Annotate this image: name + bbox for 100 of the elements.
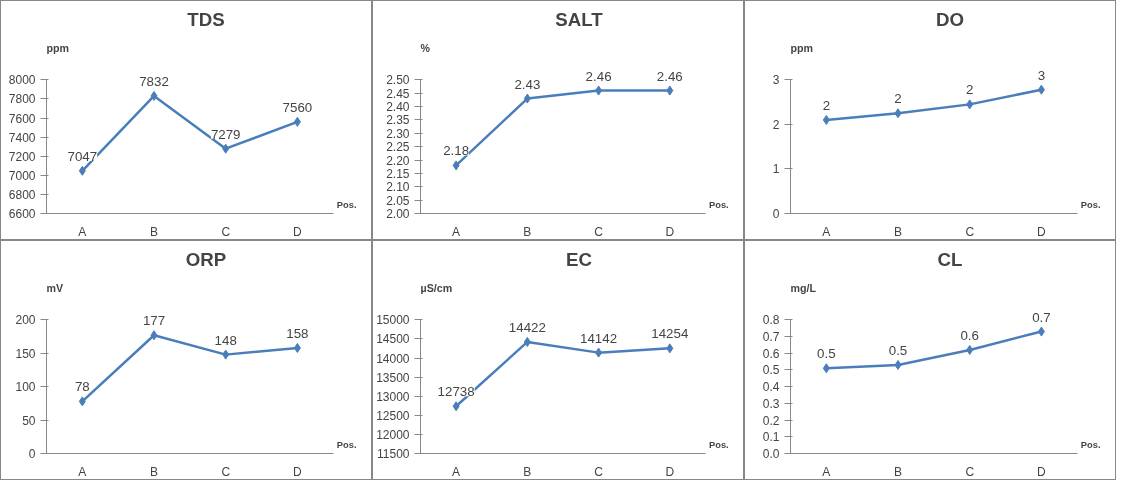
y-tick-label: 2.40 [386, 100, 410, 115]
data-label: 2.43 [514, 76, 541, 92]
y-axis-title: mg/L [790, 281, 817, 294]
y-tick-label: 0.0 [762, 447, 780, 461]
y-tick-label: 2.05 [386, 193, 410, 208]
y-tick-label: 100 [15, 380, 36, 395]
x-tick-label: D [1037, 224, 1047, 239]
y-tick-label: 13000 [376, 389, 410, 404]
data-label: 14422 [508, 319, 546, 335]
data-label: 0.7 [1032, 309, 1051, 325]
x-tick-label: B [894, 464, 903, 479]
data-label: 2 [894, 91, 902, 107]
chart-title: DO [936, 8, 964, 30]
data-label: 2.46 [656, 68, 683, 84]
chart-title: CL [937, 248, 963, 270]
x-tick-label: D [665, 224, 675, 239]
x-tick-label: A [452, 224, 461, 239]
y-axis-title: ppm [790, 41, 813, 54]
data-label: 7279 [210, 126, 241, 142]
x-axis-title: Pos. [709, 199, 729, 210]
x-tick-label: D [665, 464, 675, 479]
y-tick-label: 7600 [8, 111, 36, 126]
x-tick-label: C [965, 464, 975, 479]
x-axis-title: Pos. [709, 439, 729, 450]
y-tick-label: 150 [15, 346, 36, 361]
x-tick-label: B [523, 464, 532, 479]
x-tick-label: C [221, 464, 231, 479]
y-tick-label: 0.3 [762, 396, 780, 411]
y-tick-label: 12000 [376, 427, 410, 442]
y-tick-label: 1 [772, 162, 780, 177]
y-axis-title: % [420, 41, 431, 54]
y-tick-label: 8000 [8, 73, 36, 88]
data-label: 148 [214, 332, 237, 348]
y-tick-label: 2.50 [386, 73, 410, 88]
x-tick-label: B [523, 224, 532, 239]
y-tick-label: 7400 [8, 130, 36, 145]
y-tick-label: 7000 [8, 168, 36, 183]
y-tick-label: 2.20 [386, 153, 410, 168]
data-label: 14254 [651, 326, 689, 342]
chart-title: SALT [555, 8, 604, 30]
y-tick-label: 0.2 [762, 413, 780, 428]
y-tick-label: 7800 [8, 92, 36, 107]
x-tick-label: B [150, 224, 159, 239]
data-label: 0.5 [888, 342, 908, 358]
x-tick-label: D [293, 224, 303, 239]
y-tick-label: 50 [22, 413, 36, 428]
data-label: 177 [142, 313, 166, 329]
x-tick-label: A [822, 464, 831, 479]
x-axis-title: Pos. [336, 439, 357, 450]
y-tick-label: 7200 [8, 149, 36, 164]
data-label: 78 [74, 379, 90, 395]
chart-title: ORP [185, 248, 227, 270]
y-tick-label: 0.1 [762, 430, 780, 445]
y-tick-label: 0.5 [762, 363, 780, 378]
y-tick-label: 2.10 [386, 180, 410, 195]
y-tick-label: 0.8 [762, 313, 780, 328]
y-axis-title: mV [46, 281, 64, 294]
y-tick-label: 14500 [376, 332, 410, 347]
data-label: 3 [1037, 67, 1046, 83]
y-tick-label: 6600 [8, 207, 36, 221]
x-axis-title: Pos. [1080, 439, 1101, 450]
x-tick-label: D [1037, 464, 1047, 479]
y-tick-label: 2.25 [386, 140, 410, 155]
x-tick-label: B [894, 224, 903, 239]
y-tick-label: 0 [772, 207, 780, 221]
y-tick-label: 0 [28, 447, 36, 461]
data-label: 2.46 [585, 68, 612, 84]
x-tick-label: A [78, 464, 87, 479]
y-tick-label: 2.35 [386, 113, 410, 128]
data-label: 2 [822, 97, 831, 113]
y-tick-label: 2.15 [386, 166, 410, 181]
x-tick-label: C [594, 464, 604, 479]
y-tick-label: 3 [772, 73, 780, 88]
x-tick-label: A [452, 464, 461, 479]
y-tick-label: 11500 [377, 447, 410, 461]
y-tick-label: 2.30 [386, 126, 410, 141]
y-tick-label: 0.7 [762, 330, 780, 345]
data-label: 12738 [437, 384, 475, 400]
y-tick-label: 200 [15, 313, 36, 328]
data-label: 158 [286, 325, 309, 341]
y-tick-label: 14000 [376, 351, 410, 366]
y-tick-label: 2.45 [386, 86, 410, 101]
x-tick-label: A [78, 224, 87, 239]
data-label: 7047 [67, 148, 98, 164]
x-tick-label: C [594, 224, 604, 239]
y-tick-label: 0.6 [762, 346, 780, 361]
data-label: 2 [966, 82, 974, 98]
y-tick-label: 15000 [376, 313, 410, 328]
y-tick-label: 0.4 [762, 380, 780, 395]
chart-title: EC [566, 248, 592, 270]
data-label: 0.5 [817, 346, 836, 362]
x-tick-label: A [822, 224, 831, 239]
x-tick-label: D [293, 464, 303, 479]
data-label: 2.18 [443, 143, 470, 159]
chart-title: TDS [187, 8, 225, 30]
data-label: 7560 [282, 99, 313, 115]
x-tick-label: C [221, 224, 231, 239]
x-axis-title: Pos. [336, 199, 357, 210]
y-tick-label: 6800 [8, 187, 36, 202]
y-tick-label: 13500 [376, 370, 410, 385]
